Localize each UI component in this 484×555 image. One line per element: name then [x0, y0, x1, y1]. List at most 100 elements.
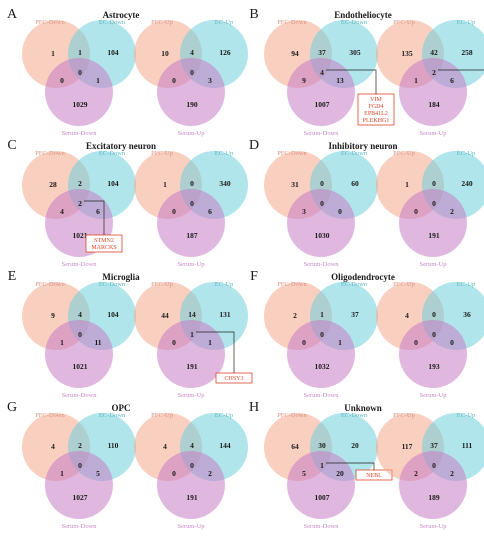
count-abc: 2 — [432, 68, 436, 77]
venn-down: PFC-Down EC-Down Serum-Down 94 305 37 4 9 13 1007… — [264, 19, 395, 137]
serum-circle — [45, 320, 113, 388]
venn-up: PFC-Up EC-Up Serum-Up 44 131 14 1 0 1 191 CHSY3 — [134, 281, 253, 399]
set-label-ec: EC-Up — [457, 412, 475, 419]
panel-letter: G — [7, 400, 17, 415]
count-c: 191 — [186, 362, 198, 371]
count-ac: 1 — [60, 338, 64, 347]
panel-b: B Endotheliocyte PFC-Down EC-Down Serum-Down… — [249, 7, 484, 137]
set-label-ec: EC-Down — [99, 412, 126, 419]
count-b: 104 — [107, 179, 119, 188]
venn-up: PFC-Up EC-Up Serum-Up 4 36 0 0 0 0 193 — [376, 281, 484, 399]
count-bc: 0 — [338, 207, 342, 216]
set-label-serum: Serum-Up — [419, 130, 446, 137]
set-label-ec: EC-Up — [457, 150, 475, 157]
panel-d: D Inhibitory neuron PFC-Down EC-Down Serum-D… — [249, 138, 484, 268]
gene-label: MARCKS — [91, 245, 116, 251]
venn-down: PFC-Down EC-Down Serum-Down 64 20 30 1 5 20 1007 N… — [264, 412, 393, 530]
count-c: 1027 — [73, 493, 88, 502]
count-b: 240 — [461, 179, 473, 188]
count-bc: 6 — [96, 207, 100, 216]
count-c: 1007 — [315, 100, 330, 109]
set-label-ec: EC-Down — [341, 412, 368, 419]
count-c: 193 — [428, 362, 440, 371]
count-b: 110 — [108, 441, 119, 450]
count-a: 44 — [161, 311, 169, 320]
gene-connector — [84, 200, 105, 235]
set-label-pfc: PFC-Up — [393, 150, 415, 157]
set-label-pfc: PFC-Up — [151, 19, 173, 26]
count-ab: 4 — [190, 441, 194, 450]
panel-letter: E — [8, 269, 17, 284]
count-c: 191 — [186, 493, 198, 502]
count-ab: 14 — [188, 310, 196, 319]
gene-label: NEBL — [366, 473, 382, 479]
count-abc: 4 — [320, 68, 324, 77]
count-b: 104 — [107, 310, 119, 319]
count-a: 1 — [163, 180, 167, 189]
panel-title: OPC — [112, 403, 131, 413]
count-ab: 0 — [190, 179, 194, 188]
count-ab: 0 — [320, 179, 324, 188]
gene-box — [357, 93, 395, 126]
set-label-pfc: PFC-Up — [151, 412, 173, 419]
serum-circle — [399, 189, 467, 257]
count-bc: 6 — [450, 76, 454, 85]
set-label-ec: EC-Down — [341, 281, 368, 288]
count-b: 258 — [461, 48, 473, 57]
count-bc: 1 — [338, 338, 342, 347]
set-label-serum: Serum-Down — [61, 523, 97, 530]
count-bc: 1 — [208, 338, 212, 347]
set-label-ec: EC-Up — [457, 281, 475, 288]
count-bc: 0 — [450, 338, 454, 347]
set-label-ec: EC-Down — [99, 19, 126, 26]
count-abc: 1 — [190, 330, 194, 339]
set-label-ec: EC-Down — [99, 281, 126, 288]
count-b: 104 — [107, 48, 119, 57]
count-abc: 0 — [78, 68, 82, 77]
panel-title: Excitatory neuron — [86, 141, 156, 151]
gene-label: FGD4 — [368, 104, 383, 110]
panel-title: Oligodendrocyte — [331, 272, 395, 282]
set-label-serum: Serum-Down — [61, 130, 97, 137]
set-label-pfc: PFC-Down — [277, 19, 307, 26]
count-a: 117 — [402, 442, 413, 451]
count-b: 126 — [219, 48, 231, 57]
venn-down: PFC-Down EC-Down Serum-Down 1 104 1 0 0 1 1029 — [22, 19, 136, 137]
count-a: 1 — [405, 180, 409, 189]
count-a: 28 — [49, 180, 57, 189]
count-bc: 2 — [450, 207, 454, 216]
gene-connector — [196, 331, 235, 373]
serum-circle — [157, 58, 225, 126]
count-bc: 11 — [94, 338, 101, 347]
set-label-pfc: PFC-Down — [35, 19, 65, 26]
gene-connector — [438, 69, 484, 71]
set-label-ec: EC-Down — [99, 150, 126, 157]
count-abc: 0 — [320, 199, 324, 208]
set-label-ec: EC-Down — [341, 19, 368, 26]
venn-up: PFC-UpEC-UpSerum-Up13525842216184PTPRZ1P… — [376, 19, 484, 137]
count-ab: 0 — [432, 179, 436, 188]
set-label-ec: EC-Up — [215, 150, 233, 157]
count-ab: 37 — [430, 441, 438, 450]
set-label-serum: Serum-Down — [303, 130, 339, 137]
count-c: 1030 — [315, 231, 330, 240]
set-label-serum: Serum-Up — [419, 261, 446, 268]
count-b: 36 — [463, 310, 471, 319]
count-a: 4 — [405, 311, 409, 320]
set-label-pfc: PFC-Up — [393, 19, 415, 26]
count-abc: 0 — [190, 199, 194, 208]
count-ab: 2 — [78, 179, 82, 188]
count-ab: 37 — [318, 48, 326, 57]
set-label-serum: Serum-Down — [303, 523, 339, 530]
panel-letter: F — [250, 269, 258, 284]
panel-letter: B — [249, 7, 258, 22]
count-abc: 0 — [432, 199, 436, 208]
venn-up: PFC-Up EC-Up Serum-Up 4 144 4 0 0 2 191 — [134, 412, 248, 530]
venn-up: PFC-Up EC-Up Serum-Up 1 340 0 0 0 6 187 — [134, 150, 248, 268]
count-a: 9 — [51, 311, 55, 320]
serum-circle — [287, 451, 355, 519]
set-label-pfc: PFC-Up — [393, 412, 415, 419]
count-abc: 0 — [78, 461, 82, 470]
